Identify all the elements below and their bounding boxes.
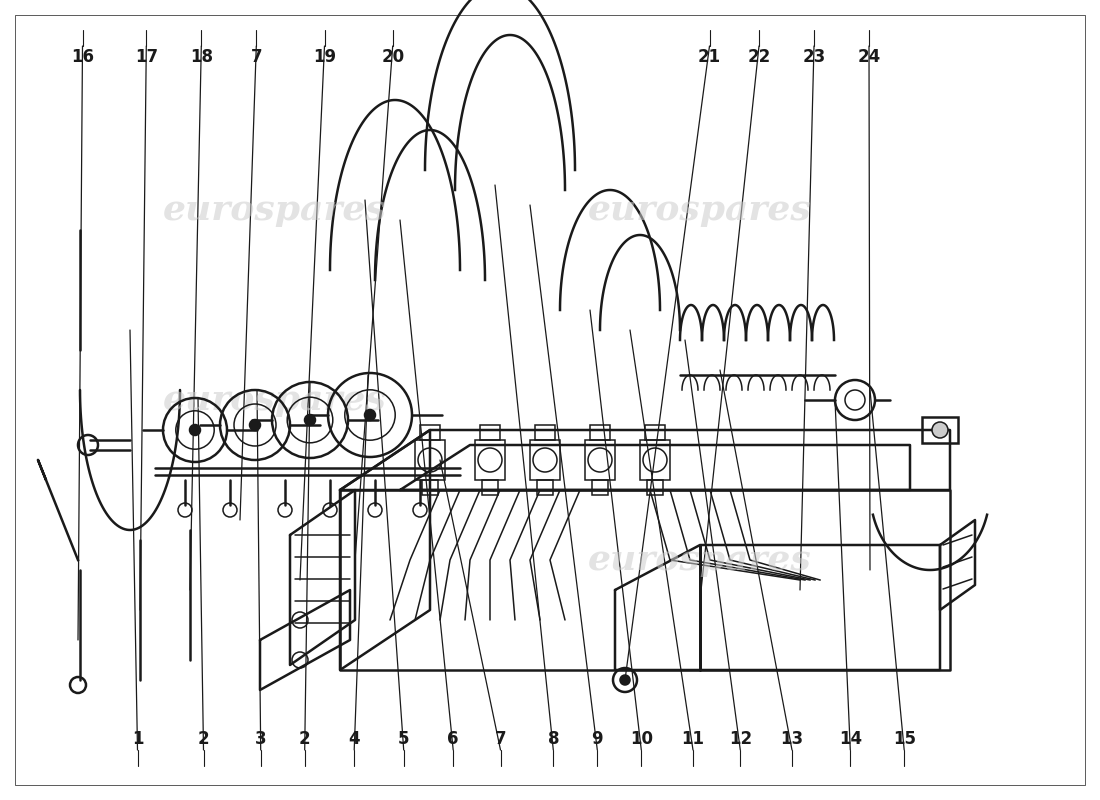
Text: 15: 15 bbox=[893, 730, 915, 748]
Text: 3: 3 bbox=[255, 730, 266, 748]
Text: 23: 23 bbox=[802, 48, 826, 66]
Bar bbox=[535, 425, 556, 440]
Circle shape bbox=[620, 675, 630, 685]
Text: 16: 16 bbox=[72, 48, 94, 66]
Circle shape bbox=[250, 420, 260, 430]
Text: 14: 14 bbox=[838, 730, 862, 748]
Bar bbox=[475, 440, 505, 480]
Bar bbox=[922, 417, 958, 443]
Text: 9: 9 bbox=[592, 730, 603, 748]
Text: 19: 19 bbox=[312, 48, 337, 66]
Text: 2: 2 bbox=[198, 730, 209, 748]
Bar bbox=[480, 425, 501, 440]
Bar bbox=[415, 440, 446, 480]
Text: 7: 7 bbox=[495, 730, 506, 748]
Bar bbox=[645, 425, 665, 440]
Text: eurospares: eurospares bbox=[588, 543, 812, 577]
Text: 2: 2 bbox=[299, 730, 310, 748]
Bar bbox=[530, 440, 560, 480]
Text: 17: 17 bbox=[134, 48, 158, 66]
Bar bbox=[640, 440, 670, 480]
Circle shape bbox=[365, 410, 375, 420]
Bar bbox=[592, 480, 608, 495]
Text: 7: 7 bbox=[251, 48, 262, 66]
Bar bbox=[590, 425, 610, 440]
Text: 10: 10 bbox=[630, 730, 652, 748]
Text: 12: 12 bbox=[728, 730, 752, 748]
Text: 13: 13 bbox=[780, 730, 804, 748]
Text: 11: 11 bbox=[682, 730, 704, 748]
Text: 4: 4 bbox=[349, 730, 360, 748]
Text: eurospares: eurospares bbox=[588, 193, 812, 227]
Text: 6: 6 bbox=[448, 730, 459, 748]
Circle shape bbox=[190, 425, 200, 435]
Bar bbox=[647, 480, 663, 495]
Bar bbox=[482, 480, 498, 495]
Circle shape bbox=[305, 415, 315, 425]
Text: 22: 22 bbox=[747, 48, 771, 66]
Bar bbox=[420, 425, 440, 440]
Text: eurospares: eurospares bbox=[163, 383, 387, 417]
Text: 18: 18 bbox=[190, 48, 212, 66]
Text: 8: 8 bbox=[548, 730, 559, 748]
Bar bbox=[537, 480, 553, 495]
Text: 5: 5 bbox=[398, 730, 409, 748]
Text: 1: 1 bbox=[132, 730, 143, 748]
Text: 21: 21 bbox=[697, 48, 722, 66]
Text: eurospares: eurospares bbox=[163, 193, 387, 227]
Text: 24: 24 bbox=[857, 48, 881, 66]
Bar bbox=[422, 480, 438, 495]
Circle shape bbox=[932, 422, 948, 438]
Bar bbox=[585, 440, 615, 480]
Text: 20: 20 bbox=[381, 48, 405, 66]
